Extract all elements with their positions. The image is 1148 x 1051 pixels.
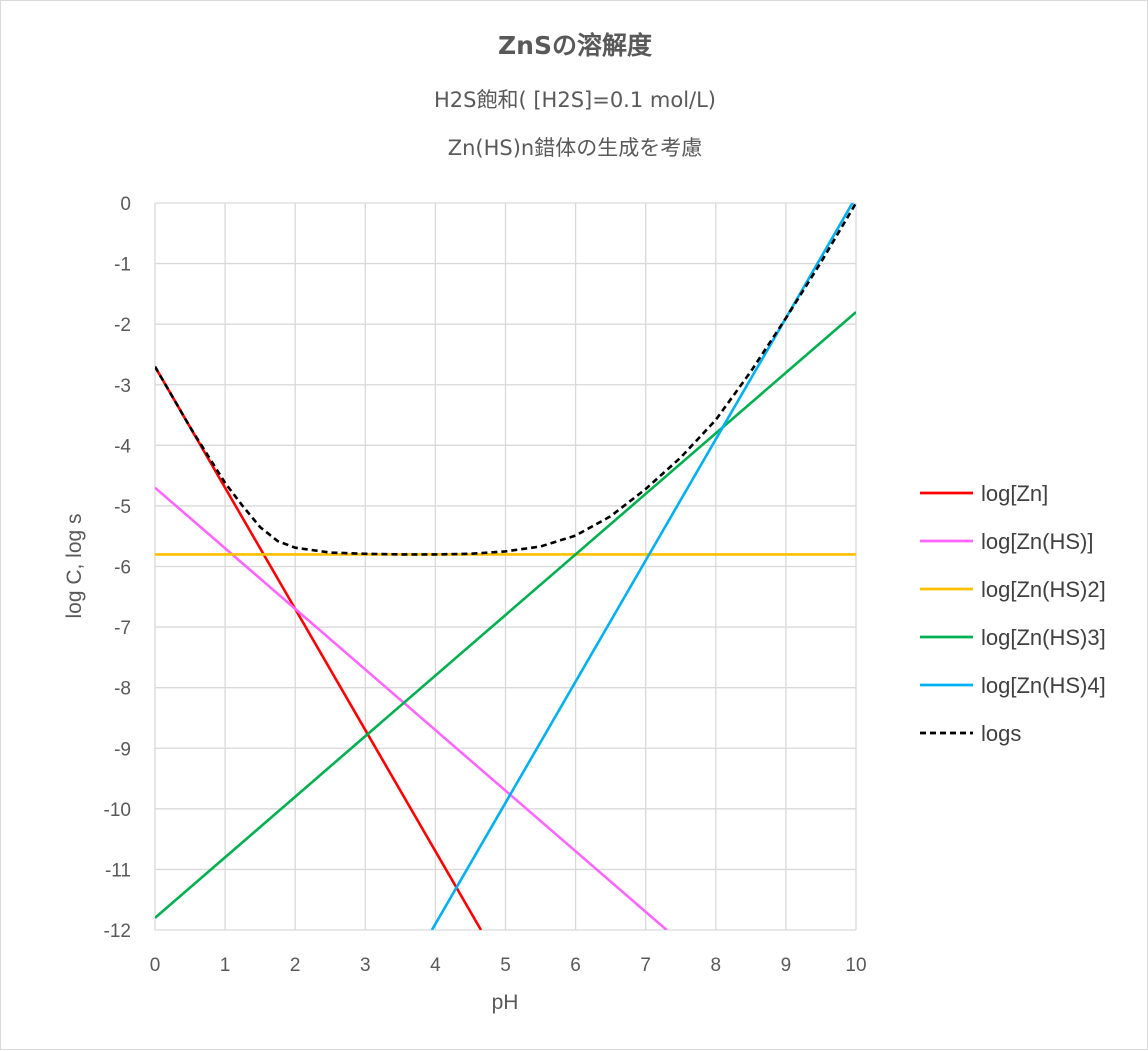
legend-label: log[Zn(HS)2] (981, 577, 1106, 602)
x-axis-label: pH (492, 991, 519, 1014)
y-tick-label: -11 (105, 860, 131, 881)
y-tick-label: -9 (114, 739, 131, 760)
x-tick-label: 1 (220, 955, 231, 976)
x-tick-label: 9 (781, 955, 792, 976)
x-tick-label: 6 (570, 955, 581, 976)
series-lines (155, 203, 856, 930)
legend-label: log[Zn(HS)3] (981, 625, 1106, 650)
y-tick-label: 0 (120, 194, 131, 215)
y-tick-label: -4 (114, 436, 131, 457)
series-line-4 (155, 311, 856, 919)
x-tick-label: 7 (640, 955, 651, 976)
series-line-2 (155, 486, 668, 930)
x-tick-label: 4 (430, 955, 441, 976)
x-tick-label: 10 (845, 955, 866, 976)
chart-subtitle-2: Zn(HS)n錯体の生成を考慮 (448, 136, 703, 160)
series-line-1 (155, 365, 483, 930)
series-line-6 (155, 203, 856, 556)
legend-label: logs (981, 721, 1021, 746)
legend-label: log[Zn(HS)4] (981, 673, 1106, 698)
x-tick-label: 0 (150, 955, 161, 976)
chart-subtitle-1: H2S飽和( [H2S]=0.1 mol/L) (434, 88, 716, 112)
tick-labels: 0 1 2 3 4 5 6 7 8 9 10 0 -1 -2 -3 -4 -5 -6 -7 -8 -9 -10 -11 -12 (104, 194, 867, 976)
y-tick-label: -8 (114, 679, 131, 700)
y-tick-label: -7 (114, 618, 131, 639)
gridlines (154, 202, 857, 931)
legend: log[Zn] log[Zn(HS)] log[Zn(HS)2] log[Zn(HS)… (920, 481, 1106, 746)
legend-label: log[Zn(HS)] (981, 529, 1093, 554)
y-tick-label: -12 (104, 921, 131, 942)
legend-label: log[Zn] (981, 481, 1048, 506)
y-tick-label: -2 (114, 315, 131, 336)
chart-title: ZnSの溶解度 (498, 31, 652, 60)
y-tick-label: -5 (114, 497, 131, 518)
x-tick-label: 3 (360, 955, 371, 976)
y-tick-label: -10 (104, 800, 131, 821)
y-tick-label: -3 (114, 376, 131, 397)
y-tick-label: -6 (114, 558, 131, 579)
y-tick-label: -1 (114, 255, 131, 276)
x-tick-label: 2 (290, 955, 301, 976)
x-tick-label: 8 (711, 955, 722, 976)
y-axis-label: log C, log s (63, 513, 86, 618)
x-tick-label: 5 (500, 955, 511, 976)
